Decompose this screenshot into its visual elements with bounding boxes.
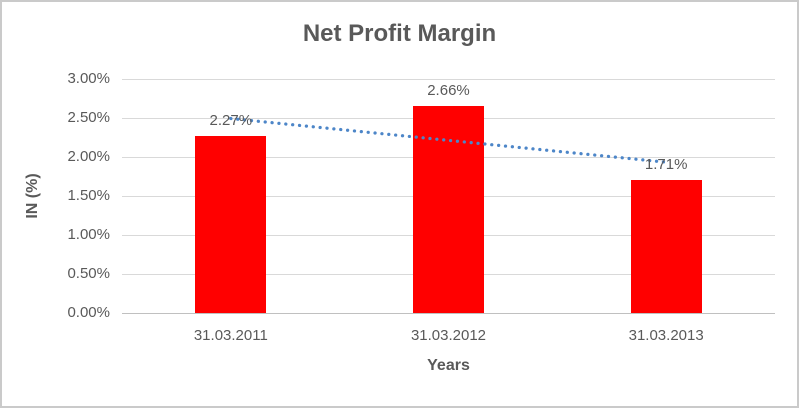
y-tick-label: 1.00% (67, 226, 110, 243)
y-tick-label: 0.00% (67, 304, 110, 321)
y-tick-label: 0.50% (67, 265, 110, 282)
y-tick-label: 2.50% (67, 109, 110, 126)
y-tick-label: 1.50% (67, 187, 110, 204)
gridline (122, 78, 775, 80)
bar-data-label: 1.71% (644, 155, 688, 173)
x-axis-title: Years (427, 357, 470, 374)
y-tick-label: 2.00% (67, 148, 110, 165)
bar-data-label: 2.27% (209, 111, 253, 129)
y-tick-label: 3.00% (67, 70, 110, 87)
bar (630, 179, 702, 313)
x-tick-label: 31.03.2011 (193, 327, 268, 344)
x-tick-label: 31.03.2012 (410, 327, 487, 344)
bar (413, 105, 484, 313)
x-tick-label: 31.03.2013 (628, 327, 704, 344)
gridline (122, 312, 775, 314)
bar-data-label: 2.66% (427, 81, 470, 99)
chart-title: Net Profit Margin (302, 20, 497, 47)
bar (195, 135, 267, 313)
